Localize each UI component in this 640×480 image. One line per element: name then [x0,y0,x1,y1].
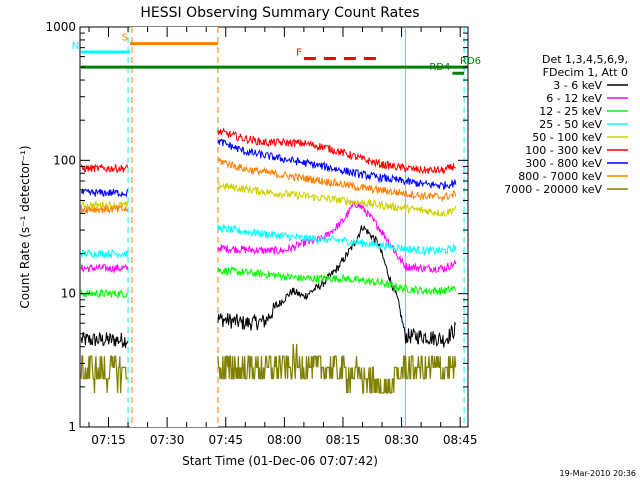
x-tick-label: 08:00 [267,433,302,447]
series-line-6-0 [80,188,129,198]
series-line-7-0 [80,203,129,215]
legend-entry: 300 - 800 keV [525,157,602,170]
y-tick-label: 10 [61,287,76,301]
series-line-0-1 [217,225,457,348]
legend-entry: 7000 - 20000 keV [504,183,602,196]
series-line-4-1 [217,180,457,218]
gap-regions [130,27,218,427]
series-line-6-1 [217,138,457,191]
y-tick-label: 1 [68,420,76,434]
legend-entry: 25 - 50 keV [539,118,602,131]
x-tick-label: 07:15 [91,433,126,447]
x-tick-label: 08:30 [384,433,419,447]
x-tick-label: 08:15 [326,433,361,447]
x-tick-label: 07:45 [208,433,243,447]
series-line-3-0 [80,248,129,259]
legend-header: Det 1,3,4,5,6,9, [542,53,628,66]
y-axis: 1 10 100 1000 [45,20,468,434]
series-line-5-1 [217,127,456,175]
x-tick-label: 08:45 [443,433,478,447]
legend-entry: 6 - 12 keV [546,92,602,105]
x-tick-label: 07:30 [150,433,185,447]
series-line-7-1 [217,156,457,203]
series-line-8-1 [217,343,457,394]
x-axis-label: Start Time (01-Dec-06 07:07:42) [182,454,378,468]
series-line-2-1 [217,265,457,296]
series-line-5-0 [80,163,129,174]
series-line-3-1 [217,223,457,256]
legend-entry: 800 - 7000 keV [518,170,602,183]
series-line-1-0 [80,263,129,274]
y-axis-label: Count Rate (s⁻¹ detector⁻¹) [18,145,32,308]
legend-entry: 50 - 100 keV [532,131,602,144]
y-tick-label: 100 [53,153,76,167]
timestamp: 19-Mar-2010 20:36 [560,469,637,478]
legend-entry: 3 - 6 keV [553,79,602,92]
legend-header: FDecim 1, Att 0 [543,66,628,79]
series-line-8-0 [80,355,128,394]
x-axis: 07:15 07:30 07:45 08:00 08:15 08:30 08:45 [88,27,478,447]
flag-label-0: S [122,33,128,44]
flag-label-5: RD4 [429,62,450,73]
chart-title: HESSI Observing Summary Count Rates [140,5,419,21]
y-tick-label: 1000 [45,20,76,34]
flag-annotations: S N F RD6 RD4 [72,33,481,75]
flag-label-2: F [296,48,302,59]
legend: Det 1,3,4,5,6,9,FDecim 1, Att 03 - 6 keV… [504,53,628,196]
gap-region-0 [130,27,218,427]
series-line-0-0 [80,331,129,348]
legend-entry: 100 - 300 keV [525,144,602,157]
plot-frame [79,26,469,428]
legend-entry: 12 - 25 keV [539,105,602,118]
series-line-1-1 [217,200,457,274]
flag-label-4: RD6 [460,56,481,67]
flag-label-1: N [72,41,79,52]
series-lines [80,127,457,394]
